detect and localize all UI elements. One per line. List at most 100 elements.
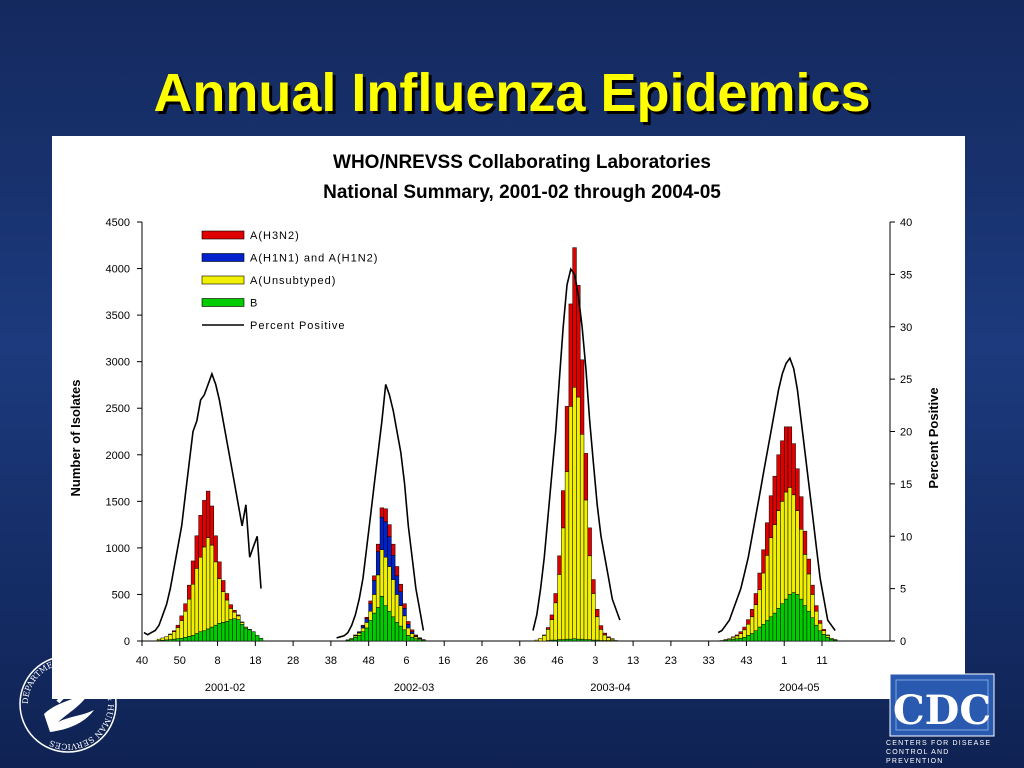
bar-a-unsubtyped <box>591 593 596 641</box>
bar-a-unsubtyped <box>595 616 600 641</box>
bar-a-unsubtyped <box>228 608 233 620</box>
bar-a-unsubtyped <box>209 544 215 628</box>
bar-a-unsubtyped <box>391 579 396 618</box>
x-tick-label: 40 <box>136 655 148 667</box>
bar-a-h3n2 <box>368 600 373 605</box>
bar-b <box>829 638 834 642</box>
bar-a-h3n2 <box>209 505 215 546</box>
bar-b <box>413 638 419 642</box>
bar-a-unsubtyped <box>217 578 222 624</box>
bar-a-unsubtyped <box>780 501 785 605</box>
x-tick-label: 26 <box>476 655 488 667</box>
bar-a-unsubtyped <box>224 599 230 622</box>
bar-b <box>360 631 366 642</box>
bar-a-h1n1-h1n2 <box>364 618 369 623</box>
percent-positive-line <box>336 384 425 639</box>
bar-a-unsubtyped <box>357 632 362 636</box>
bar-b <box>217 623 222 642</box>
bar-a-h3n2 <box>583 453 589 501</box>
y2-tick-label: 15 <box>900 479 912 491</box>
bar-a-h3n2 <box>817 620 823 624</box>
bar-b <box>821 634 827 642</box>
bar-a-unsubtyped <box>579 434 585 640</box>
bar-b <box>353 637 358 642</box>
chart-title-line-2: National Summary, 2001-02 through 2004-0… <box>323 182 721 203</box>
percent-positive-line <box>717 356 836 634</box>
bar-a-unsubtyped <box>583 499 589 640</box>
bar-b <box>576 638 581 642</box>
x-tick-label: 23 <box>665 655 677 667</box>
bar-a-unsubtyped <box>561 527 566 640</box>
bar-a-unsubtyped <box>825 635 830 638</box>
y2-tick-label: 25 <box>900 374 912 386</box>
bar-b <box>202 630 207 642</box>
bar-a-h3n2 <box>398 583 403 592</box>
x-tick-label: 36 <box>514 655 526 667</box>
bar-a-h3n2 <box>746 619 751 625</box>
bar-b <box>243 627 249 642</box>
bar-a-unsubtyped <box>742 629 747 638</box>
bar-a-h1n1-h1n2 <box>368 603 373 612</box>
bar-a-unsubtyped <box>783 491 789 600</box>
x-tick-label: 8 <box>214 655 220 667</box>
hhs-seal-logo: DEPARTMENT OF HEALTH & HUMAN SERVICES <box>19 655 117 753</box>
bar-b <box>357 635 362 642</box>
bar-b <box>765 620 770 642</box>
bar-a-unsubtyped <box>564 471 570 640</box>
bar-b <box>387 610 392 642</box>
bar-a-h3n2 <box>549 614 555 620</box>
bar-b <box>194 633 199 642</box>
bar-b <box>817 630 823 642</box>
bar-a-h1n1-h1n2 <box>387 536 392 567</box>
x-tick-label: 3 <box>592 655 598 667</box>
bar-a-h3n2 <box>202 500 207 548</box>
y-tick-label: 500 <box>112 589 130 601</box>
bar-a-unsubtyped <box>175 627 181 639</box>
bar-b <box>734 638 740 642</box>
bar-a-unsubtyped <box>198 556 203 632</box>
bar-b <box>379 596 385 642</box>
bar-b <box>198 631 203 642</box>
bar-a-h3n2 <box>572 247 577 388</box>
bar-a-unsubtyped <box>375 574 381 608</box>
bar-b <box>731 638 736 642</box>
bar-a-unsubtyped <box>602 634 607 641</box>
bar-a-h3n2 <box>171 630 177 632</box>
percent-positive-line <box>532 267 621 631</box>
bar-b <box>255 635 260 642</box>
bar-a-unsubtyped <box>194 568 199 634</box>
y2-tick-label: 0 <box>900 636 906 648</box>
bar-a-unsubtyped <box>538 637 543 642</box>
percent-lines-layer <box>143 267 836 639</box>
bar-a-unsubtyped <box>776 510 781 609</box>
bar-a-unsubtyped <box>236 615 241 620</box>
bar-a-h3n2 <box>791 443 796 496</box>
bar-a-h3n2 <box>183 603 188 612</box>
bar-a-h3n2 <box>787 426 793 488</box>
y-tick-label: 0 <box>124 636 130 648</box>
bar-a-unsubtyped <box>791 494 796 593</box>
bar-a-h1n1-h1n2 <box>391 555 396 580</box>
bar-a-unsubtyped <box>545 629 551 641</box>
bar-a-unsubtyped <box>160 637 165 641</box>
bar-b <box>209 626 215 642</box>
bar-a-unsubtyped <box>731 637 736 640</box>
bar-a-unsubtyped <box>205 537 211 630</box>
chart-panel: WHO/NREVSS Collaborating Laboratories Na… <box>52 136 965 699</box>
bar-a-unsubtyped <box>814 610 819 626</box>
bar-b <box>190 635 196 642</box>
bar-a-h3n2 <box>553 593 558 604</box>
bar-a-unsubtyped <box>829 637 834 640</box>
bar-b <box>364 627 369 642</box>
legend-a-unsubtyped-label: A(Unsubtyped) <box>250 275 336 287</box>
bar-b <box>375 607 381 642</box>
bar-a-h3n2 <box>761 549 766 574</box>
cdc-logo-text: CDC <box>893 687 991 734</box>
cdc-caption-line-2: Control and Prevention <box>886 749 950 765</box>
bar-b <box>746 635 751 642</box>
bar-a-h3n2 <box>780 440 785 502</box>
bar-a-unsubtyped <box>734 635 740 639</box>
bar-b <box>205 628 211 642</box>
bar-a-h3n2 <box>753 593 759 605</box>
bar-a-h3n2 <box>783 426 789 493</box>
